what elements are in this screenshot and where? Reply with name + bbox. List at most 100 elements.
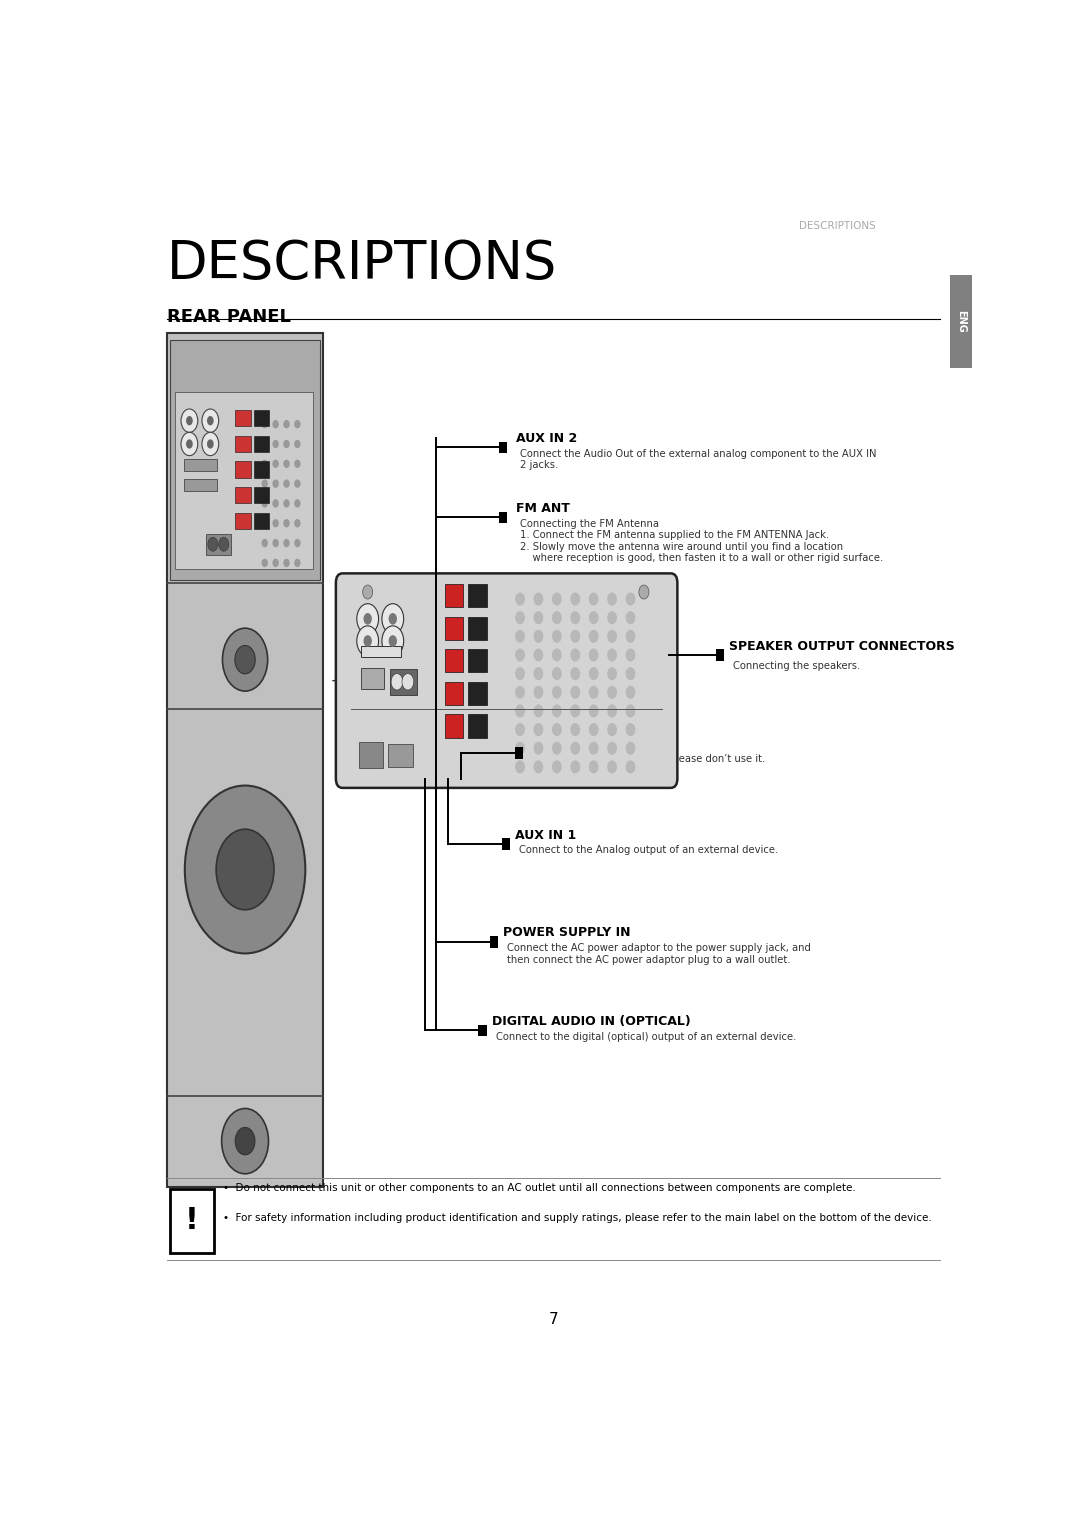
Circle shape	[262, 421, 267, 427]
Bar	[716, 650, 725, 660]
Bar	[171, 341, 320, 580]
Circle shape	[626, 686, 635, 698]
Bar	[235, 436, 251, 453]
Bar	[515, 746, 524, 759]
Circle shape	[202, 433, 218, 456]
Bar	[950, 276, 972, 368]
Circle shape	[356, 604, 379, 634]
Circle shape	[222, 628, 268, 690]
Circle shape	[207, 537, 218, 551]
Circle shape	[535, 668, 542, 680]
Circle shape	[516, 706, 524, 716]
Circle shape	[516, 612, 524, 624]
Circle shape	[382, 625, 404, 656]
Bar	[390, 669, 417, 695]
Circle shape	[262, 480, 267, 488]
Bar	[468, 584, 487, 607]
Bar	[254, 462, 269, 478]
Circle shape	[262, 519, 267, 527]
Text: DESCRIPTIONS: DESCRIPTIONS	[166, 238, 557, 289]
FancyBboxPatch shape	[336, 574, 677, 787]
Bar	[445, 584, 463, 607]
Circle shape	[273, 421, 279, 427]
Circle shape	[571, 612, 580, 624]
Circle shape	[626, 650, 635, 660]
Circle shape	[553, 630, 561, 642]
Circle shape	[571, 668, 580, 680]
Circle shape	[590, 650, 598, 660]
Circle shape	[262, 441, 267, 448]
Circle shape	[284, 460, 289, 468]
Circle shape	[571, 593, 580, 606]
Circle shape	[535, 630, 542, 642]
Text: Connecting the speakers.: Connecting the speakers.	[733, 660, 861, 671]
Bar	[445, 715, 463, 737]
Bar	[445, 616, 463, 640]
Circle shape	[389, 636, 397, 646]
Circle shape	[389, 613, 397, 625]
Circle shape	[364, 613, 372, 625]
Circle shape	[535, 650, 542, 660]
Text: DESCRIPTIONS: DESCRIPTIONS	[799, 221, 876, 232]
Bar	[254, 488, 269, 504]
Circle shape	[639, 584, 649, 600]
Circle shape	[284, 559, 289, 566]
Circle shape	[535, 686, 542, 698]
Bar	[184, 459, 217, 471]
Circle shape	[608, 686, 617, 698]
Circle shape	[608, 612, 617, 624]
Circle shape	[571, 706, 580, 716]
Circle shape	[590, 612, 598, 624]
Circle shape	[186, 416, 192, 425]
Bar	[361, 645, 401, 657]
Circle shape	[284, 500, 289, 507]
Circle shape	[273, 500, 279, 507]
Circle shape	[218, 537, 229, 551]
Circle shape	[284, 441, 289, 448]
Bar	[235, 410, 251, 427]
Circle shape	[516, 630, 524, 642]
Circle shape	[590, 686, 598, 698]
Bar	[468, 650, 487, 672]
Circle shape	[216, 830, 274, 910]
Circle shape	[295, 480, 300, 488]
Circle shape	[202, 409, 218, 433]
Circle shape	[295, 539, 300, 547]
Circle shape	[553, 724, 561, 736]
Circle shape	[364, 636, 372, 646]
Circle shape	[553, 668, 561, 680]
Circle shape	[590, 706, 598, 716]
Circle shape	[553, 762, 561, 772]
Circle shape	[626, 762, 635, 772]
Bar	[468, 715, 487, 737]
Circle shape	[391, 674, 403, 690]
Circle shape	[273, 441, 279, 448]
Circle shape	[553, 686, 561, 698]
Text: ENG: ENG	[956, 310, 967, 333]
Circle shape	[608, 650, 617, 660]
Circle shape	[608, 668, 617, 680]
Circle shape	[516, 668, 524, 680]
Circle shape	[262, 460, 267, 468]
Bar	[468, 681, 487, 706]
Text: DIGITAL AUDIO IN (OPTICAL): DIGITAL AUDIO IN (OPTICAL)	[491, 1014, 690, 1028]
Bar	[490, 936, 498, 948]
Circle shape	[626, 668, 635, 680]
Bar	[184, 478, 217, 491]
Bar	[175, 392, 313, 569]
Circle shape	[626, 612, 635, 624]
Bar	[468, 616, 487, 640]
Circle shape	[516, 762, 524, 772]
Text: Connecting the FM Antenna
1. Connect the FM antenna supplied to the FM ANTENNA J: Connecting the FM Antenna 1. Connect the…	[521, 519, 883, 563]
Text: Connect to the Analog output of an external device.: Connect to the Analog output of an exter…	[519, 845, 779, 855]
Circle shape	[262, 539, 267, 547]
Circle shape	[571, 762, 580, 772]
Circle shape	[553, 706, 561, 716]
Bar	[235, 462, 251, 478]
Circle shape	[295, 460, 300, 468]
Text: REAR PANEL: REAR PANEL	[166, 307, 291, 326]
Bar	[254, 513, 269, 528]
Circle shape	[295, 559, 300, 566]
Circle shape	[186, 439, 192, 448]
Circle shape	[262, 559, 267, 566]
